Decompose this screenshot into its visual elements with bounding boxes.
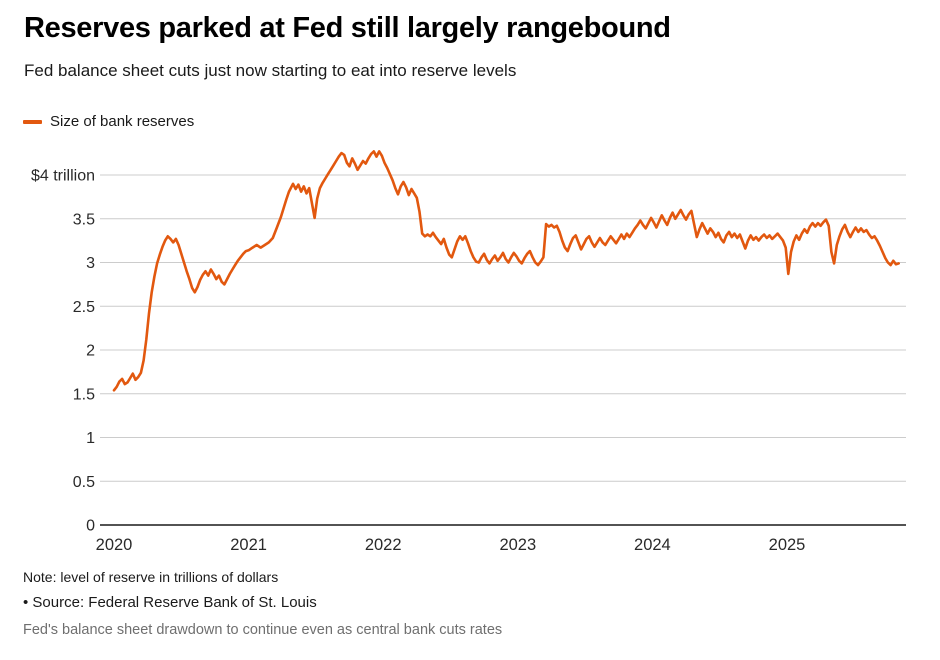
chart-title: Reserves parked at Fed still largely ran… bbox=[24, 12, 671, 44]
y-axis-label: 2.5 bbox=[73, 299, 95, 316]
x-axis-label: 2020 bbox=[96, 536, 133, 554]
legend-series-label: Size of bank reserves bbox=[50, 113, 195, 130]
reserves-line bbox=[112, 150, 901, 392]
y-axis-label: 3.5 bbox=[73, 211, 95, 228]
x-axis-label: 2021 bbox=[230, 536, 267, 554]
x-axis-label: 2022 bbox=[365, 536, 402, 554]
x-axis-label: 2025 bbox=[769, 536, 806, 554]
chart-caption: Fed's balance sheet drawdown to continue… bbox=[23, 622, 503, 638]
y-axis-label: 0.5 bbox=[73, 474, 95, 491]
y-axis-label: 0 bbox=[86, 518, 95, 535]
y-axis-label: $4 trillion bbox=[31, 168, 95, 185]
chart-subtitle: Fed balance sheet cuts just now starting… bbox=[24, 61, 517, 80]
x-axis-label: 2024 bbox=[634, 536, 671, 554]
x-axis-label: 2023 bbox=[499, 536, 536, 554]
chart-note: Note: level of reserve in trillions of d… bbox=[23, 569, 279, 585]
legend-line-swatch bbox=[23, 119, 42, 124]
chart-source: • Source: Federal Reserve Bank of St. Lo… bbox=[23, 594, 317, 611]
y-axis-label: 2 bbox=[86, 343, 95, 360]
y-axis-label: 1.5 bbox=[73, 386, 95, 403]
y-axis-label: 1 bbox=[86, 430, 95, 447]
legend: Size of bank reserves bbox=[23, 113, 194, 130]
y-axis-label: 3 bbox=[86, 255, 95, 272]
